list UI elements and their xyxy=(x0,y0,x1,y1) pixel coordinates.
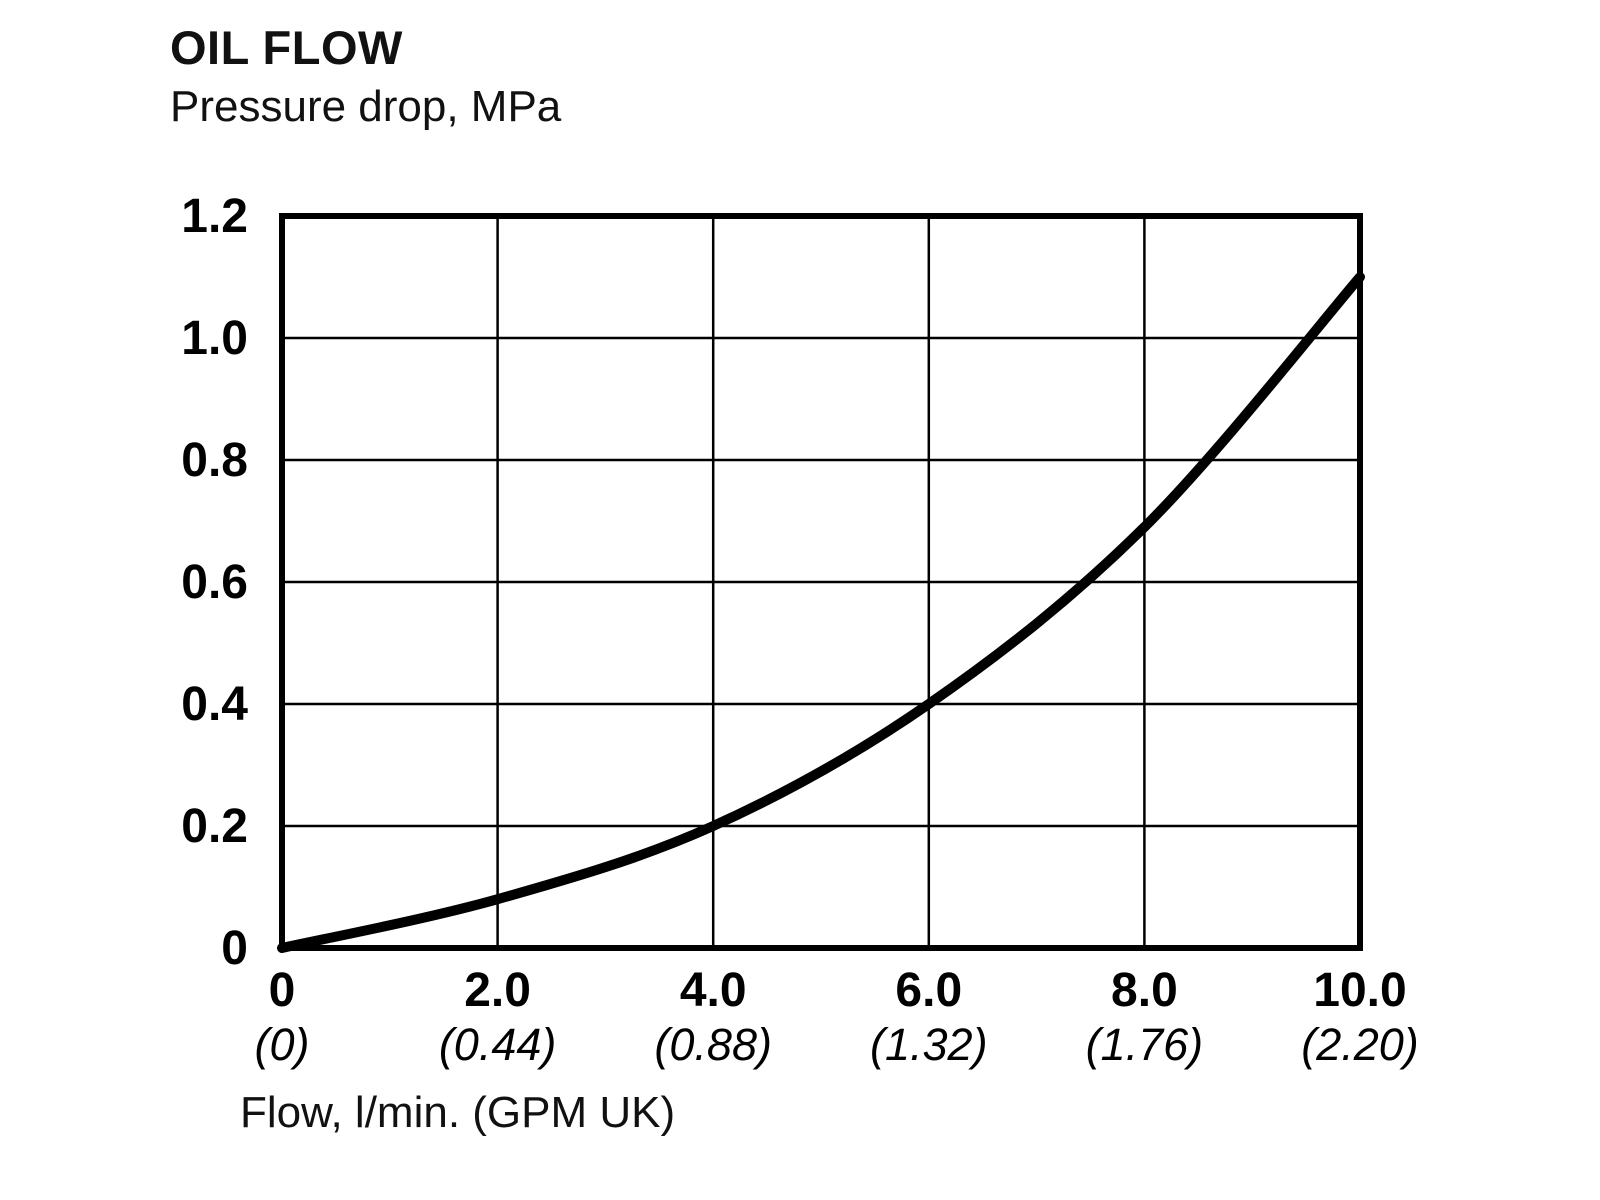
y-axis-title: Pressure drop, MPa xyxy=(170,82,562,131)
x-tick-label: 0 xyxy=(269,964,296,1017)
x-tick-secondary-label: (0) xyxy=(255,1019,310,1070)
y-tick-label: 0 xyxy=(221,922,248,975)
y-tick-label: 0.4 xyxy=(181,678,248,731)
y-tick-label: 0.2 xyxy=(181,800,248,853)
x-tick-label: 6.0 xyxy=(895,964,962,1017)
x-tick-secondary-label: (0.44) xyxy=(439,1019,557,1070)
x-tick-label: 10.0 xyxy=(1313,964,1406,1017)
data-curve xyxy=(277,272,1365,953)
x-tick-label: 4.0 xyxy=(680,964,747,1017)
x-tick-label: 2.0 xyxy=(464,964,531,1017)
x-tick-secondary-label: (1.76) xyxy=(1086,1019,1204,1070)
x-tick-secondary-label: (1.32) xyxy=(870,1019,988,1070)
y-tick-label: 1.2 xyxy=(181,190,248,243)
y-tick-label: 1.0 xyxy=(181,312,248,365)
plot-border xyxy=(279,213,1363,951)
x-tick-secondary-label: (2.20) xyxy=(1301,1019,1419,1070)
x-tick-label: 8.0 xyxy=(1111,964,1178,1017)
y-tick-label: 0.6 xyxy=(181,556,248,609)
x-tick-secondary-label: (0.88) xyxy=(654,1019,772,1070)
x-axis-title: Flow, l/min. (GPM UK) xyxy=(240,1088,676,1137)
y-tick-label: 0.8 xyxy=(181,434,248,487)
chart-title: OIL FLOW xyxy=(170,21,403,74)
